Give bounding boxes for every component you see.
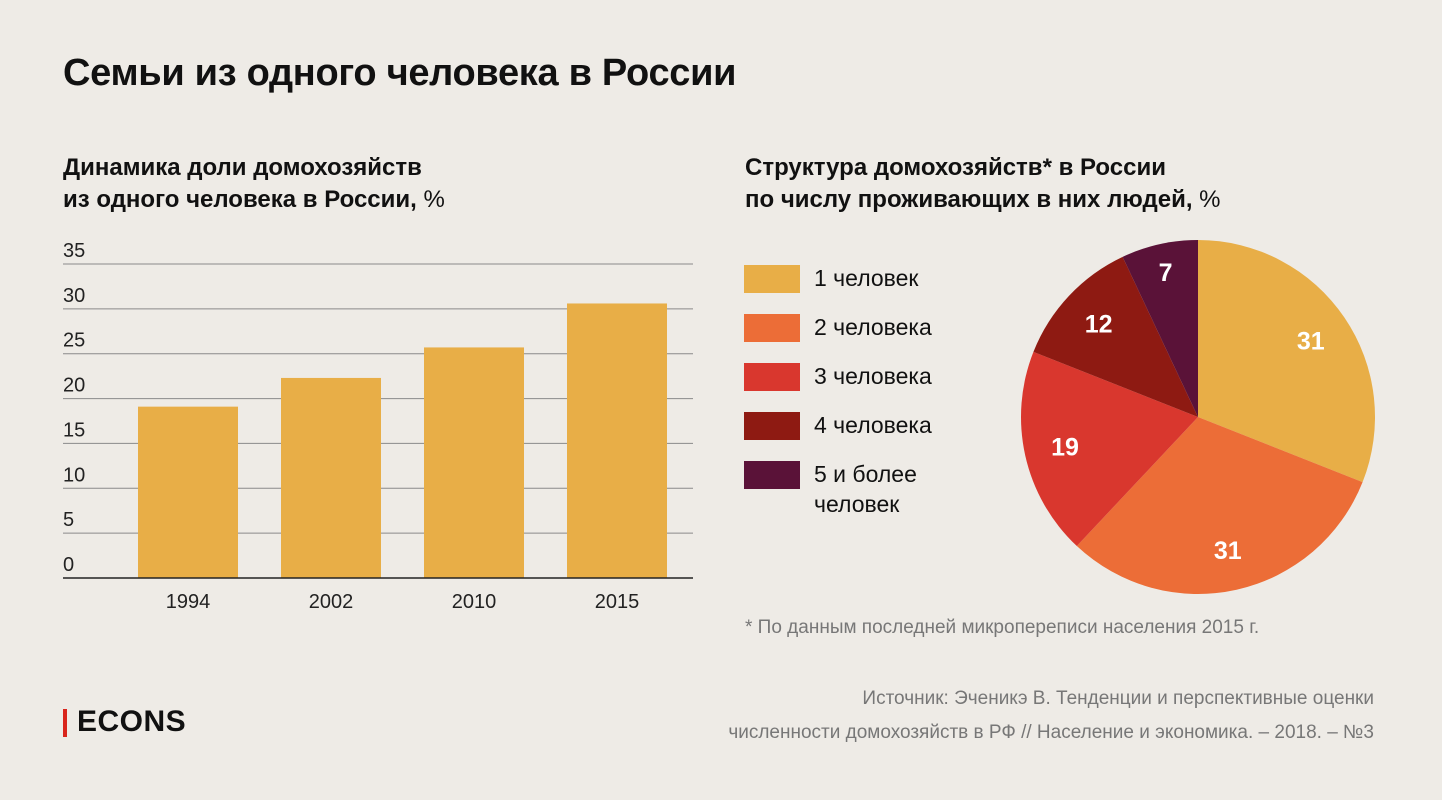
pie-value-label: 31 bbox=[1297, 327, 1325, 355]
legend-swatch bbox=[744, 314, 800, 342]
bar-chart-title-line2: из одного человека в России, % bbox=[63, 184, 445, 216]
pie-slice bbox=[1021, 351, 1198, 547]
pie-value-label: 7 bbox=[1159, 259, 1173, 287]
bar-chart-title: Динамика доли домохозяйств из одного чел… bbox=[63, 152, 445, 216]
y-tick-label: 5 bbox=[63, 509, 74, 531]
pie-value-label: 12 bbox=[1085, 311, 1113, 339]
pie-value-label: 31 bbox=[1214, 537, 1242, 565]
legend-swatch bbox=[744, 461, 800, 489]
y-tick-label: 10 bbox=[63, 464, 85, 486]
y-tick-label: 15 bbox=[63, 419, 85, 441]
x-tick-label: 2002 bbox=[309, 591, 354, 613]
pie-chart-unit: % bbox=[1199, 186, 1221, 213]
legend-swatch bbox=[744, 363, 800, 391]
legend-label: 4 человека bbox=[814, 412, 932, 438]
y-tick-label: 35 bbox=[63, 240, 85, 262]
y-tick-label: 20 bbox=[63, 375, 85, 397]
pie-slice bbox=[1122, 240, 1198, 417]
logo-text: ECONS bbox=[77, 705, 187, 738]
legend-label: 5 и более человек bbox=[814, 461, 917, 517]
y-tick-label: 30 bbox=[63, 285, 85, 307]
source-line1: Источник: Эченикэ В. Тенденции и перспек… bbox=[862, 688, 1374, 709]
x-tick-label: 2015 bbox=[595, 591, 640, 613]
source-line2: численности домохозяйств в РФ // Населен… bbox=[728, 722, 1374, 743]
pie-chart-title-line2: по числу проживающих в них людей, % bbox=[745, 184, 1221, 216]
bar bbox=[567, 303, 667, 578]
legend-label: 1 человек bbox=[814, 265, 919, 291]
bar bbox=[424, 347, 524, 578]
page-title: Семьи из одного человека в России bbox=[63, 52, 737, 94]
bar-chart-title-text: из одного человека в России, bbox=[63, 186, 417, 213]
bar-chart-unit: % bbox=[423, 186, 445, 213]
y-tick-label: 25 bbox=[63, 330, 85, 352]
pie-slice bbox=[1033, 256, 1198, 417]
pie-slice bbox=[1198, 240, 1375, 483]
x-tick-label: 2010 bbox=[452, 591, 497, 613]
bar-chart: 0 5 10 15 20 25 30 35 1994 2002 2010 2015 bbox=[63, 240, 693, 613]
legend-label: 2 человека bbox=[814, 314, 932, 340]
pie-chart-title-line1: Структура домохозяйств* в России bbox=[745, 154, 1166, 181]
legend-label: 3 человека bbox=[814, 363, 932, 389]
bar bbox=[281, 377, 381, 578]
pie-value-label: 19 bbox=[1051, 434, 1079, 462]
pie-chart-title: Структура домохозяйств* в России по числ… bbox=[745, 152, 1221, 216]
pie-slice bbox=[1076, 417, 1363, 594]
source-note: Источник: Эченикэ В. Тенденции и перспек… bbox=[728, 682, 1374, 750]
logo-bar bbox=[63, 709, 67, 737]
bar-chart-title-line1: Динамика доли домохозяйств bbox=[63, 154, 422, 181]
footnote: * По данным последней микропереписи насе… bbox=[745, 617, 1260, 638]
legend-swatch bbox=[744, 265, 800, 293]
y-tick-label: 0 bbox=[63, 554, 74, 576]
pie-chart-title-text: по числу проживающих в них людей, bbox=[745, 186, 1193, 213]
bar bbox=[138, 406, 238, 578]
x-tick-label: 1994 bbox=[166, 591, 211, 613]
legend-swatch bbox=[744, 412, 800, 440]
